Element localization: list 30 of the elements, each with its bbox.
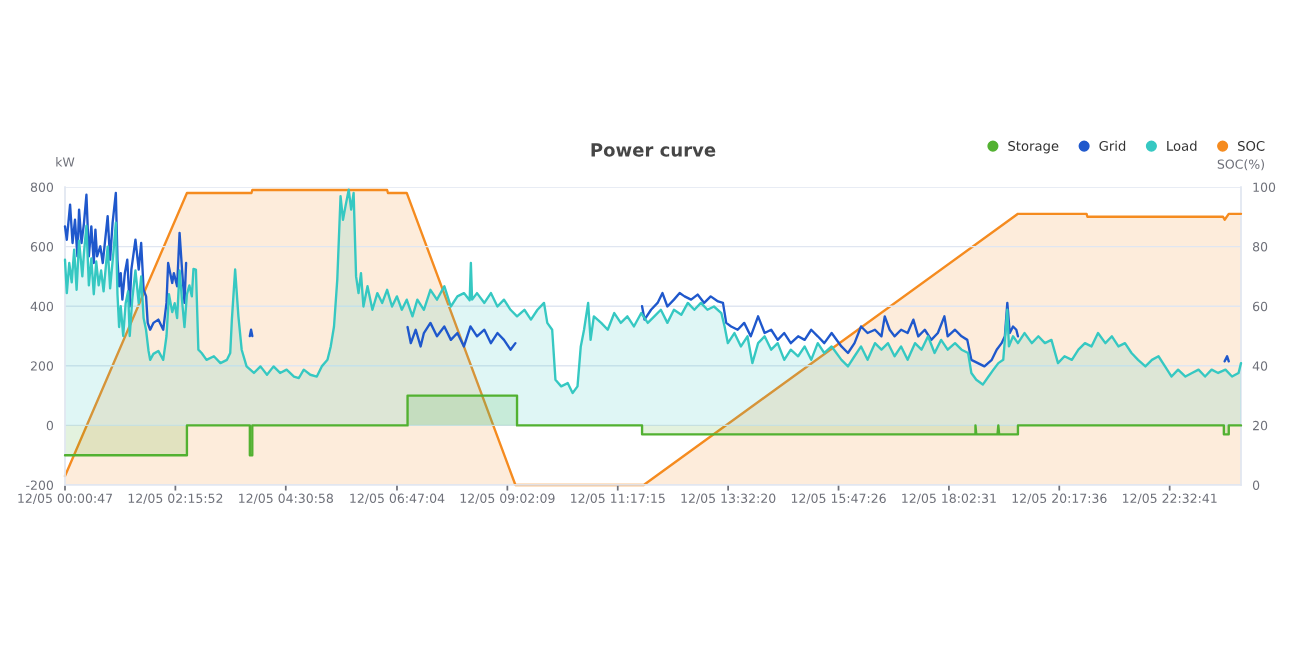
x-tick-label: 12/05 20:17:36 bbox=[1012, 493, 1107, 504]
x-tick-label: 12/05 04:30:58 bbox=[239, 493, 333, 504]
x-tick-label: 12/05 22:32:41 bbox=[1122, 493, 1217, 504]
legend-label: SOC bbox=[1238, 140, 1265, 151]
x-tick-label: 12/05 06:47:04 bbox=[350, 493, 445, 504]
x-tick-label: 12/05 00:00:47 bbox=[18, 493, 112, 504]
y-axis-title: kW bbox=[56, 157, 75, 167]
y-tick-label: 600 bbox=[30, 242, 54, 252]
x-tick-label: 12/05 15:47:26 bbox=[791, 493, 886, 504]
legend-label: Grid bbox=[1099, 140, 1126, 151]
y2-axis-title: SOC(%) bbox=[1217, 159, 1264, 171]
y2-tick-label: 60 bbox=[1252, 301, 1268, 312]
x-tick-label: 12/05 13:32:20 bbox=[681, 493, 776, 504]
x-tick-label: 12/05 11:17:15 bbox=[571, 493, 665, 504]
y2-tick-label: 80 bbox=[1252, 242, 1268, 252]
y-tick-label: 0 bbox=[46, 420, 54, 431]
y-tick-label: -200 bbox=[26, 480, 54, 490]
x-tick-label: 12/05 09:02:09 bbox=[460, 493, 555, 504]
x-tick-label: 12/05 02:15:52 bbox=[128, 493, 223, 504]
y2-tick-label: 20 bbox=[1253, 420, 1268, 431]
y-tick-label: 200 bbox=[30, 361, 54, 371]
y2-tick-label: 0 bbox=[1252, 480, 1260, 490]
y-tick-label: 400 bbox=[30, 301, 54, 312]
y-tick-label: 800 bbox=[30, 182, 54, 192]
y2-tick-label: 40 bbox=[1252, 361, 1268, 371]
chart-title: Power curve bbox=[591, 143, 716, 157]
x-tick-label: 12/05 18:02:31 bbox=[902, 493, 996, 504]
legend-label: Load bbox=[1167, 140, 1197, 151]
y2-tick-label: 100 bbox=[1253, 182, 1276, 192]
legend-label: Storage bbox=[1008, 140, 1059, 154]
